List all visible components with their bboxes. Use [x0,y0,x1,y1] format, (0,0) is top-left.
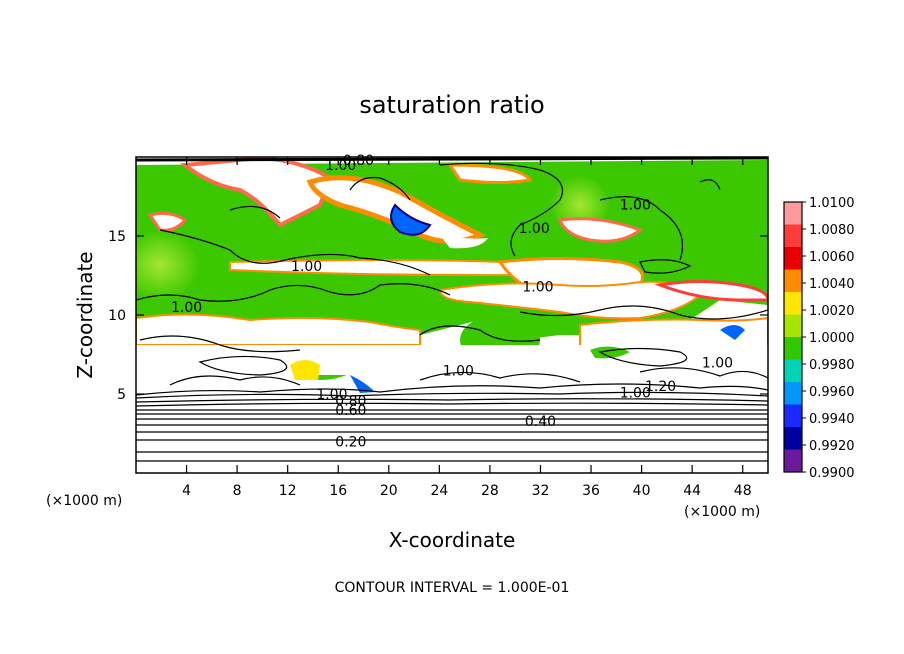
x-tick-label: 4 [182,483,191,499]
chart-title: saturation ratio [359,91,544,119]
colorbar-swatch [784,269,802,293]
x-axis-label: X-coordinate [389,528,516,552]
colorbar-swatch [784,247,802,270]
colorbar-swatch [784,224,802,248]
x-tick-label: 20 [380,483,398,499]
contour-label: 1.00 [702,355,733,371]
colorbar-label: 0.9940 [809,412,855,427]
heatmap-field [136,157,768,473]
x-tick-label: 36 [582,483,600,499]
contour-label: 1.00 [443,363,474,379]
colorbar-swatch [784,382,802,405]
contour-label: 0.40 [525,414,556,430]
contour-label: 0.60 [335,403,366,419]
colorbar-swatch [784,404,802,428]
x-tick-label: 44 [683,483,701,499]
colorbar-label: 0.9920 [809,439,855,454]
y-tick-label: 5 [117,387,126,403]
contour-label: 1.00 [325,158,356,174]
contour-interval-note: CONTOUR INTERVAL = 1.000E-01 [335,580,570,596]
colorbar-label: 1.0040 [809,277,855,292]
colorbar-label: 0.9900 [809,466,855,481]
colorbar-label: 1.0060 [809,250,855,265]
x-tick-label: 24 [430,483,448,499]
contour-label: 1.00 [291,259,322,275]
colorbar-label: 1.0080 [809,223,855,238]
contour-label: 0.80 [343,153,374,169]
contour-label: 1.00 [522,280,553,296]
x-tick-label: 40 [633,483,651,499]
y-axis-label: Z-coordinate [73,251,97,378]
colorbar: 1.0100 1.0080 1.0060 1.0040 1.0020 1.0000 0.99… [783,196,855,481]
x-axis-ticks: 4 8 12 16 20 24 28 32 36 40 44 48 [182,157,752,499]
contour-label: 1.00 [620,385,651,401]
contour-label: 0.80 [335,393,366,409]
x-tick-label: 28 [481,483,499,499]
colorbar-label: 1.0020 [809,304,855,319]
colorbar-swatch [784,337,802,360]
y-axis-ticks: 5 10 15 [108,229,768,403]
colorbar-swatch [784,359,802,383]
x-tick-label: 48 [734,483,752,499]
contour-lines [136,162,768,462]
colorbar-label: 1.0100 [809,196,855,211]
y-tick-label: 15 [108,229,126,245]
contour-label: 0.20 [335,434,366,450]
contour-label: 1.00 [519,221,550,237]
contour-label: 1.00 [316,387,347,403]
x-tick-label: 8 [233,483,242,499]
colorbar-label: 0.9960 [809,385,855,400]
colorbar-swatch [784,314,802,338]
contour-label: 1.20 [645,379,676,395]
colorbar-swatch [784,427,802,450]
contour-label: 1.00 [620,197,651,213]
colorbar-swatch [784,292,802,315]
colorbar-swatch [784,202,802,225]
colorbar-label: 1.0000 [809,331,855,346]
x-tick-label: 32 [532,483,550,499]
y-tick-label: 10 [108,308,126,324]
colorbar-swatch [784,449,802,473]
colorbar-label: 0.9980 [809,358,855,373]
x-tick-label: 16 [329,483,347,499]
contour-labels: 0.200.400.600.801.001.001.001.201.001.00… [171,153,733,450]
x-tick-label: 12 [279,483,297,499]
x-unit-left: (×1000 m) [46,493,122,509]
contour-label: 1.00 [171,300,202,316]
x-unit-right: (×1000 m) [684,504,760,520]
